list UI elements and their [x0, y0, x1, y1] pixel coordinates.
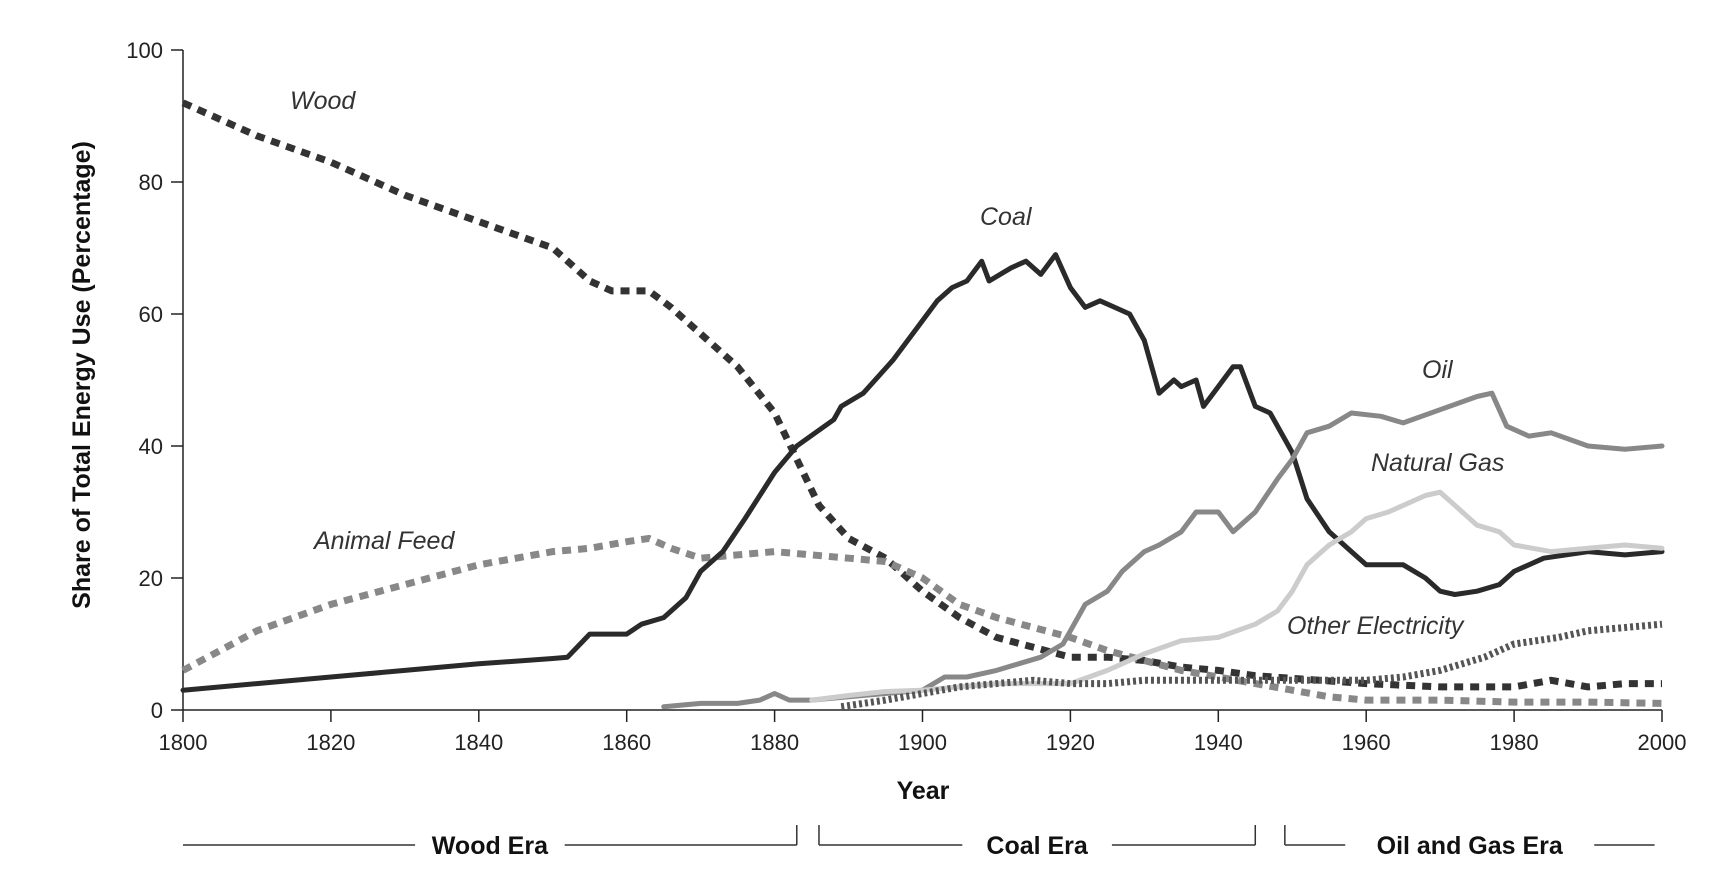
x-tick-label: 1840 — [454, 730, 503, 755]
axes: 1800 1820 1840 1860 1880 1900 1920 1940 1960 1980… — [126, 38, 1686, 755]
x-tick-label: 1900 — [898, 730, 947, 755]
y-axis-title: Share of Total Energy Use (Percentage) — [68, 141, 96, 609]
y-tick-label: 60 — [139, 302, 163, 327]
x-tick-label: 1980 — [1490, 730, 1539, 755]
y-tick-label: 100 — [126, 38, 163, 63]
natural-gas-series-label: Natural Gas — [1371, 449, 1504, 477]
x-axis-title: Year — [897, 777, 950, 805]
x-tick-label: 1960 — [1342, 730, 1391, 755]
coal-era-label: Coal Era — [986, 832, 1089, 860]
wood-era-label: Wood Era — [432, 832, 549, 860]
x-tick-label: 1820 — [306, 730, 355, 755]
x-tick-label: 1880 — [750, 730, 799, 755]
coal-series-line — [180, 252, 1665, 693]
other-electricity-series-line — [840, 620, 1663, 711]
animal-feed-series-line — [181, 534, 1663, 707]
natural-gas-series-line — [809, 489, 1665, 703]
x-tick-label: 1860 — [602, 730, 651, 755]
y-tick-label: 40 — [139, 434, 163, 459]
oil-and-gas-era-label: Oil and Gas Era — [1377, 832, 1564, 860]
oil-series-label: Oil — [1422, 356, 1454, 384]
x-tick-label: 1800 — [159, 730, 208, 755]
y-tick-label: 80 — [139, 170, 163, 195]
other-electricity-series-label: Other Electricity — [1287, 612, 1465, 640]
y-tick-label: 20 — [139, 566, 163, 591]
x-tick-label: 1920 — [1046, 730, 1095, 755]
era-timeline: Wood Era Coal Era Oil and Gas Era — [183, 825, 1655, 860]
x-tick-label: 2000 — [1638, 730, 1687, 755]
animal-feed-series-label: Animal Feed — [312, 527, 455, 555]
oil-series-line — [661, 390, 1665, 710]
coal-series-label: Coal — [980, 203, 1033, 231]
series-lines — [180, 99, 1665, 711]
wood-series-line — [181, 99, 1662, 691]
y-tick-label: 0 — [151, 698, 163, 723]
wood-series-label: Wood — [290, 87, 356, 115]
x-tick-label: 1940 — [1194, 730, 1243, 755]
